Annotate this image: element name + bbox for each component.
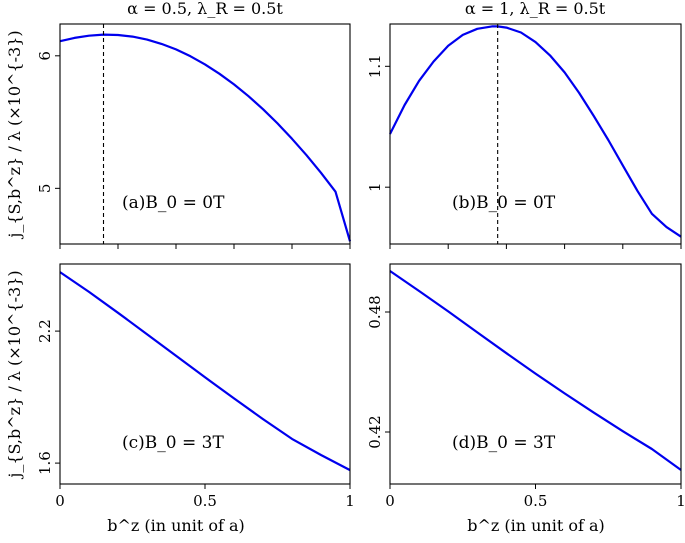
axes-frame [389,23,682,245]
panel-annotation: (d)B_0 = 3T [452,433,556,453]
y-tick-label: 1.6 [36,451,54,475]
column-title-right: α = 1, λ_R = 0.5t [465,0,606,18]
y-tick-label: 1.1 [366,54,384,78]
x-tick-label: 0.5 [524,492,548,510]
x-tick-label: 0 [55,492,65,510]
xlabel-left: b^z (in unit of a) [107,516,245,535]
data-line [389,270,682,471]
axes-frame [59,23,351,245]
ylabel-bottom: j_{S,b^z} / λ (×10^{-3}) [5,270,24,479]
panel-b: 1 1.1 (b)B_0 = 0T [366,23,682,249]
panel-c: 0 0.5 1 1.6 2.2 (c)B_0 = 3T [36,263,355,510]
data-line [59,271,351,472]
y-tick-label: 2.2 [36,319,54,343]
x-tick-label: 0 [385,492,395,510]
panels: 5 6 (a)B_0 = 0T 1 1.1 (b)B_0 = 0T 0 0.5 1 1.6 2.2 (… [36,23,685,510]
x-tick-label: 0.5 [193,492,217,510]
panel-annotation: (b)B_0 = 0T [452,193,556,213]
data-line [389,25,682,238]
y-tick-label: 0.48 [366,295,384,328]
y-tick-label: 6 [36,51,54,61]
data-line [59,33,352,242]
y-tick-label: 1 [366,182,384,192]
column-title-left: α = 0.5, λ_R = 0.5t [127,0,283,18]
panel-d: 0 0.5 1 0.42 0.48 (d)B_0 = 3T [366,263,685,510]
x-tick-label: 1 [345,492,355,510]
xlabel-right: b^z (in unit of a) [467,516,605,535]
y-tick-label: 5 [36,184,54,194]
panel-annotation: (c)B_0 = 3T [122,433,224,453]
ylabel-top: j_{S,b^z} / λ (×10^{-3}) [5,30,24,239]
panel-a: 5 6 (a)B_0 = 0T [36,23,352,249]
y-tick-label: 0.42 [366,415,384,448]
x-tick-label: 1 [676,492,685,510]
panel-annotation: (a)B_0 = 0T [122,193,225,213]
